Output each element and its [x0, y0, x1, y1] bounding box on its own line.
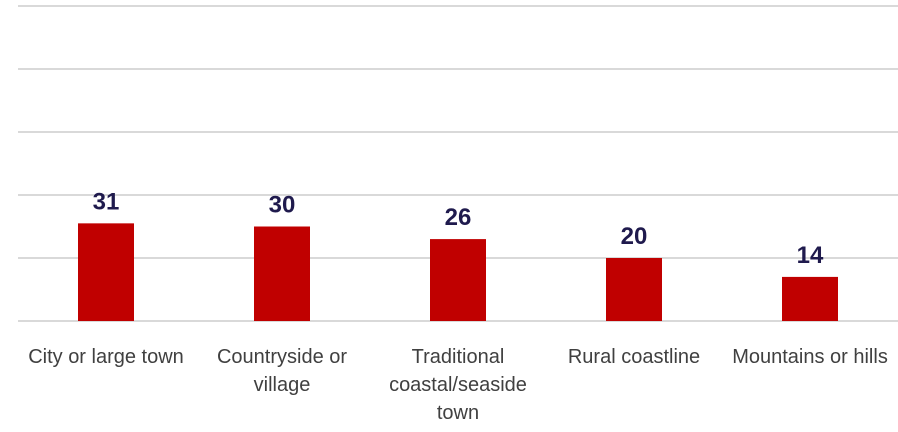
data-label: 14	[797, 242, 824, 269]
x-tick-label: Mountains or hills	[732, 346, 888, 368]
data-label: 26	[445, 204, 472, 231]
bar	[782, 276, 838, 321]
x-tick-label: Countryside or village	[216, 346, 348, 396]
x-tick-label: City or large town	[28, 346, 184, 368]
bar	[78, 223, 134, 321]
data-label: 20	[621, 223, 648, 250]
data-label: 30	[269, 192, 296, 219]
bar	[430, 239, 486, 321]
x-tick-label: Traditional coastal/seaside town	[389, 346, 527, 424]
x-tick-label: Rural coastline	[567, 346, 701, 368]
bar	[254, 226, 310, 321]
bar	[606, 258, 662, 321]
data-label: 31	[93, 188, 120, 215]
